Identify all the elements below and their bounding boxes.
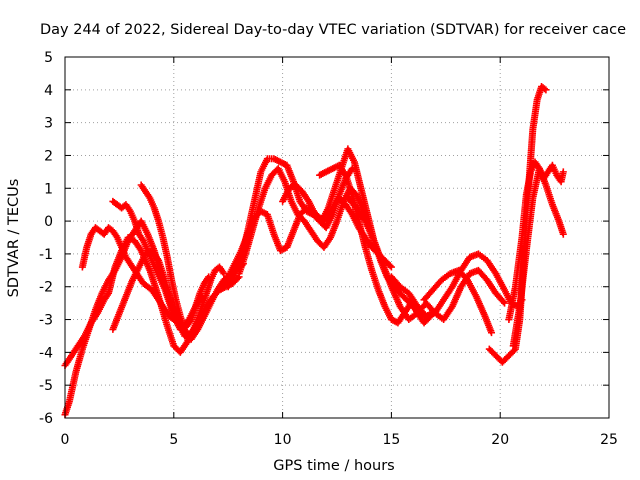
data-point-marker <box>387 263 395 271</box>
data-point-marker <box>487 329 495 337</box>
x-tick-label: 20 <box>491 432 509 448</box>
data-point-marker <box>220 270 228 278</box>
y-tick-label: -5 <box>39 378 53 394</box>
data-point-marker <box>540 85 548 93</box>
satellite-track-16 <box>505 158 567 324</box>
y-tick-label: 2 <box>44 148 53 164</box>
y-axis-label: SDTVAR / TECUs <box>6 179 22 298</box>
x-tick-label: 5 <box>169 432 178 448</box>
y-tick-label: 1 <box>44 181 53 197</box>
y-tick-label: 3 <box>44 116 53 132</box>
satellite-track-14 <box>420 266 495 337</box>
x-tick-label: 0 <box>61 432 70 448</box>
satellite-track-12 <box>344 194 509 324</box>
x-axis-label: GPS time / hours <box>273 458 394 474</box>
satellite-track-17 <box>509 165 567 350</box>
chart-title: Day 244 of 2022, Sidereal Day-to-day VTE… <box>40 22 626 38</box>
data-point-marker <box>559 230 567 238</box>
y-tick-label: -2 <box>39 280 53 296</box>
y-tick-label: 4 <box>44 83 53 99</box>
data-point-marker <box>234 274 242 282</box>
y-tick-label: -4 <box>39 345 53 361</box>
satellite-track-3 <box>78 224 178 324</box>
y-tick-label: 0 <box>44 214 53 230</box>
x-tick-label: 15 <box>382 432 400 448</box>
x-tick-label: 10 <box>274 432 292 448</box>
y-tick-label: 5 <box>44 50 53 66</box>
satellite-track-5 <box>137 181 228 340</box>
ticks: 0 5 10 15 20 25 -6 -5 -4 -3 -2 -1 0 1 2 3 4 5 <box>39 50 618 448</box>
data-point-marker <box>559 168 567 176</box>
data-point-marker <box>386 262 394 270</box>
y-tick-label: -3 <box>39 313 53 329</box>
y-tick-label: -6 <box>39 411 53 427</box>
x-tick-label: 25 <box>600 432 618 448</box>
data-point-marker <box>542 86 550 94</box>
data-point-marker <box>499 298 507 306</box>
plot-frame <box>64 56 610 419</box>
satellite-track-11 <box>316 161 435 327</box>
y-tick-label: -1 <box>39 247 53 263</box>
data-point-marker <box>501 299 509 307</box>
data-layer <box>61 83 567 419</box>
